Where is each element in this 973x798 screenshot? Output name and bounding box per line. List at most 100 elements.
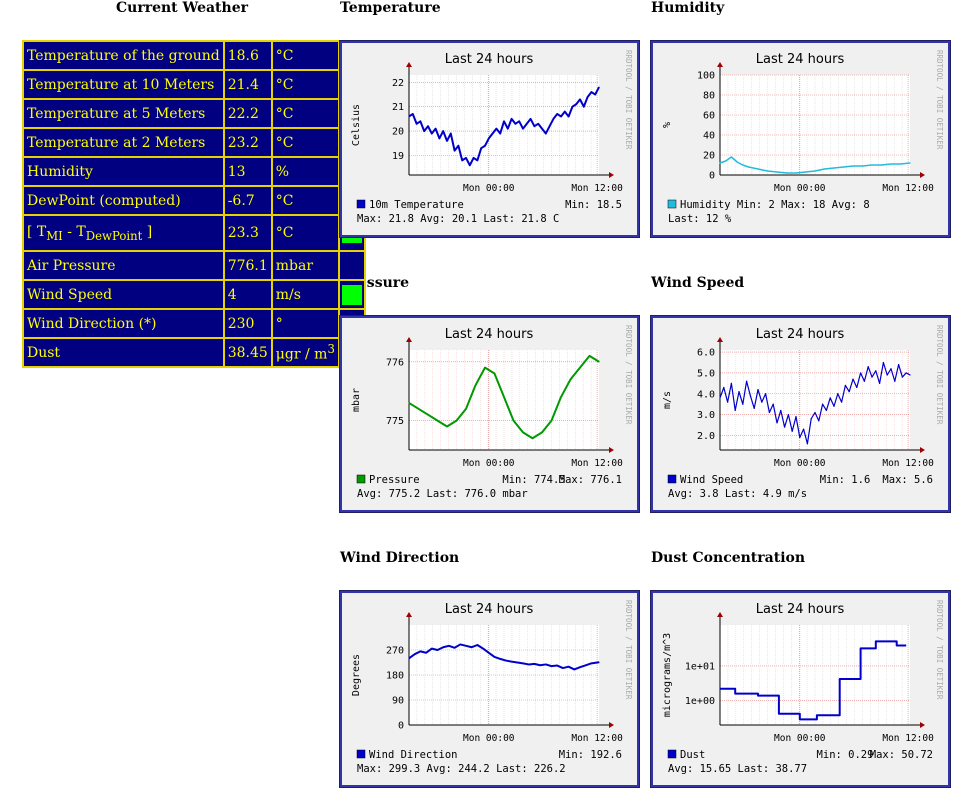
x-tick-label: Mon 00:00 [774, 733, 826, 744]
data-point [896, 644, 898, 647]
data-point [562, 667, 564, 669]
legend-stat: Max: 5.6 [882, 474, 933, 486]
y-tick-label: 22 [392, 78, 404, 89]
weather-row: Temperature at 10 Meters 21.4 °C [23, 70, 365, 99]
data-point [454, 150, 456, 152]
data-point [459, 643, 461, 646]
data-point [511, 118, 513, 120]
x-tick-label: Mon 12:00 [571, 733, 623, 744]
data-point [871, 164, 873, 166]
legend-name: Wind Direction [369, 749, 458, 761]
data-point [852, 165, 854, 167]
data-point [454, 647, 456, 649]
x-tick-label: Mon 12:00 [571, 458, 623, 469]
data-point [719, 162, 721, 164]
weather-value: 776.1 [223, 251, 272, 280]
data-point [564, 110, 566, 113]
data-point [545, 663, 547, 666]
data-point [465, 157, 467, 159]
legend-swatch [356, 749, 366, 759]
data-point [569, 378, 572, 381]
weather-label: Wind Direction (*) [23, 309, 224, 338]
data-point [442, 130, 444, 132]
x-tick-label: Mon 00:00 [774, 183, 826, 194]
data-point [804, 171, 807, 173]
data-point [583, 106, 585, 108]
data-point [446, 425, 448, 428]
graph-border [651, 41, 950, 237]
weather-indicator-cell [338, 251, 365, 280]
weather-row: [ TMI - TDewPoint ] 23.3 °C [23, 215, 365, 251]
data-point [598, 661, 600, 663]
data-point [480, 147, 482, 149]
data-point [556, 664, 558, 667]
data-point [579, 666, 581, 668]
legend-text: Humidity Min: 2 Max: 18 Avg: 8 [680, 199, 870, 211]
data-point [455, 419, 458, 422]
y-axis-arrow [406, 612, 412, 617]
weather-value: 38.45 [223, 338, 272, 367]
legend-stat: Min: 774.5 [502, 474, 565, 486]
windspeed-graph: Last 24 hours RRDTOOL / TOBI OETIKER m/s 2.… [650, 315, 951, 513]
weather-unit: °C [271, 128, 339, 157]
data-point [837, 393, 839, 395]
data-point [541, 128, 543, 130]
data-point [499, 132, 501, 135]
data-point [757, 168, 759, 170]
data-point [746, 380, 748, 382]
y-axis-arrow [717, 612, 723, 617]
legend-name: 10m Temperature [369, 199, 464, 211]
data-point [556, 113, 558, 115]
legend-summary: Max: 299.3 Avg: 244.2 Last: 226.2 [357, 763, 566, 775]
weather-value: 4 [223, 280, 272, 309]
data-point [766, 170, 769, 172]
weather-unit: °C [271, 186, 339, 215]
y-tick-label: 776 [386, 357, 404, 368]
data-point [863, 380, 865, 382]
data-point [860, 372, 862, 374]
graph-ylabel: % [662, 122, 673, 128]
data-point [749, 395, 751, 397]
data-point [446, 140, 448, 142]
data-point [493, 656, 496, 658]
graph-watermark: RRDTOOL / TOBI OETIKER [624, 50, 633, 150]
x-axis-arrow [920, 172, 925, 178]
data-point [894, 380, 896, 382]
graph-ylabel: mbar [351, 388, 362, 412]
data-point [785, 172, 788, 174]
data-point [507, 128, 509, 130]
data-point [901, 376, 903, 378]
weather-unit: °C [271, 215, 339, 251]
y-tick-label: 21 [392, 102, 404, 113]
graph-watermark: RRDTOOL / TOBI OETIKER [935, 600, 944, 700]
data-point [476, 644, 478, 646]
data-point [408, 402, 410, 404]
data-point [436, 649, 439, 651]
data-point [747, 166, 750, 168]
data-point [795, 416, 797, 418]
legend-name: Wind Speed [680, 474, 743, 486]
legend-summary: Avg: 775.2 Last: 776.0 mbar [357, 488, 528, 500]
x-tick-label: Mon 00:00 [774, 458, 826, 469]
series-line [408, 643, 600, 671]
humidity-graph: Last 24 hours RRDTOOL / TOBI OETIKER% 0 20 4… [650, 40, 951, 238]
y-axis-arrow [717, 337, 723, 342]
graph-title: Last 24 hours [756, 327, 845, 342]
data-point [539, 664, 541, 666]
data-point [594, 93, 596, 96]
data-point [499, 658, 501, 660]
temperature-graph: Last 24 hours RRDTOOL / TOBI OETIKER Celsi… [339, 40, 640, 238]
windspeed-heading: Wind Speed [651, 275, 745, 291]
data-point [806, 443, 808, 445]
data-point [787, 413, 789, 416]
data-point [416, 123, 418, 125]
x-axis-arrow [609, 172, 614, 178]
data-point [727, 401, 729, 403]
data-point [448, 645, 450, 647]
data-point [493, 372, 496, 375]
y-tick-label: 3.0 [697, 410, 715, 421]
legend-summary: Avg: 3.8 Last: 4.9 m/s [668, 488, 807, 500]
data-point [550, 419, 553, 422]
data-point [590, 91, 592, 93]
weather-row: Air Pressure 776.1 mbar [23, 251, 365, 280]
